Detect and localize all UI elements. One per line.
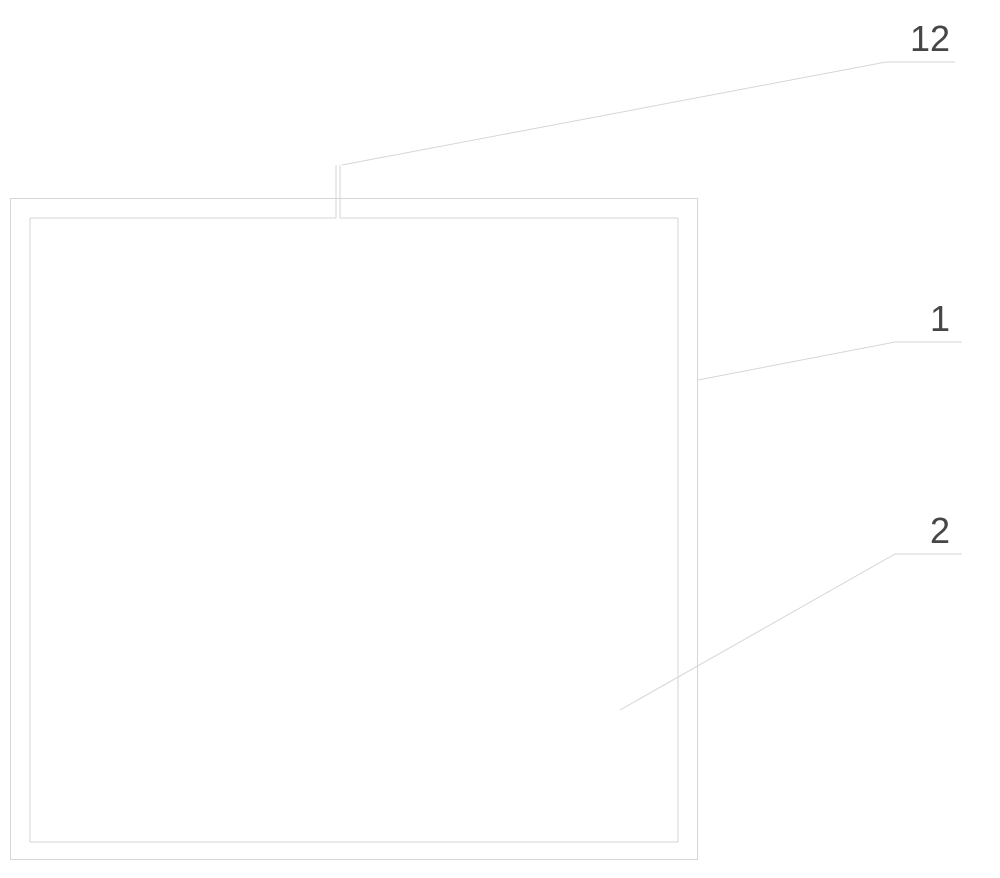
label-1: 1: [930, 298, 950, 340]
label-2: 2: [930, 510, 950, 552]
outer-frame: [10, 198, 698, 860]
label-12: 12: [910, 18, 950, 60]
technical-diagram: 12 1 2: [0, 0, 1000, 878]
